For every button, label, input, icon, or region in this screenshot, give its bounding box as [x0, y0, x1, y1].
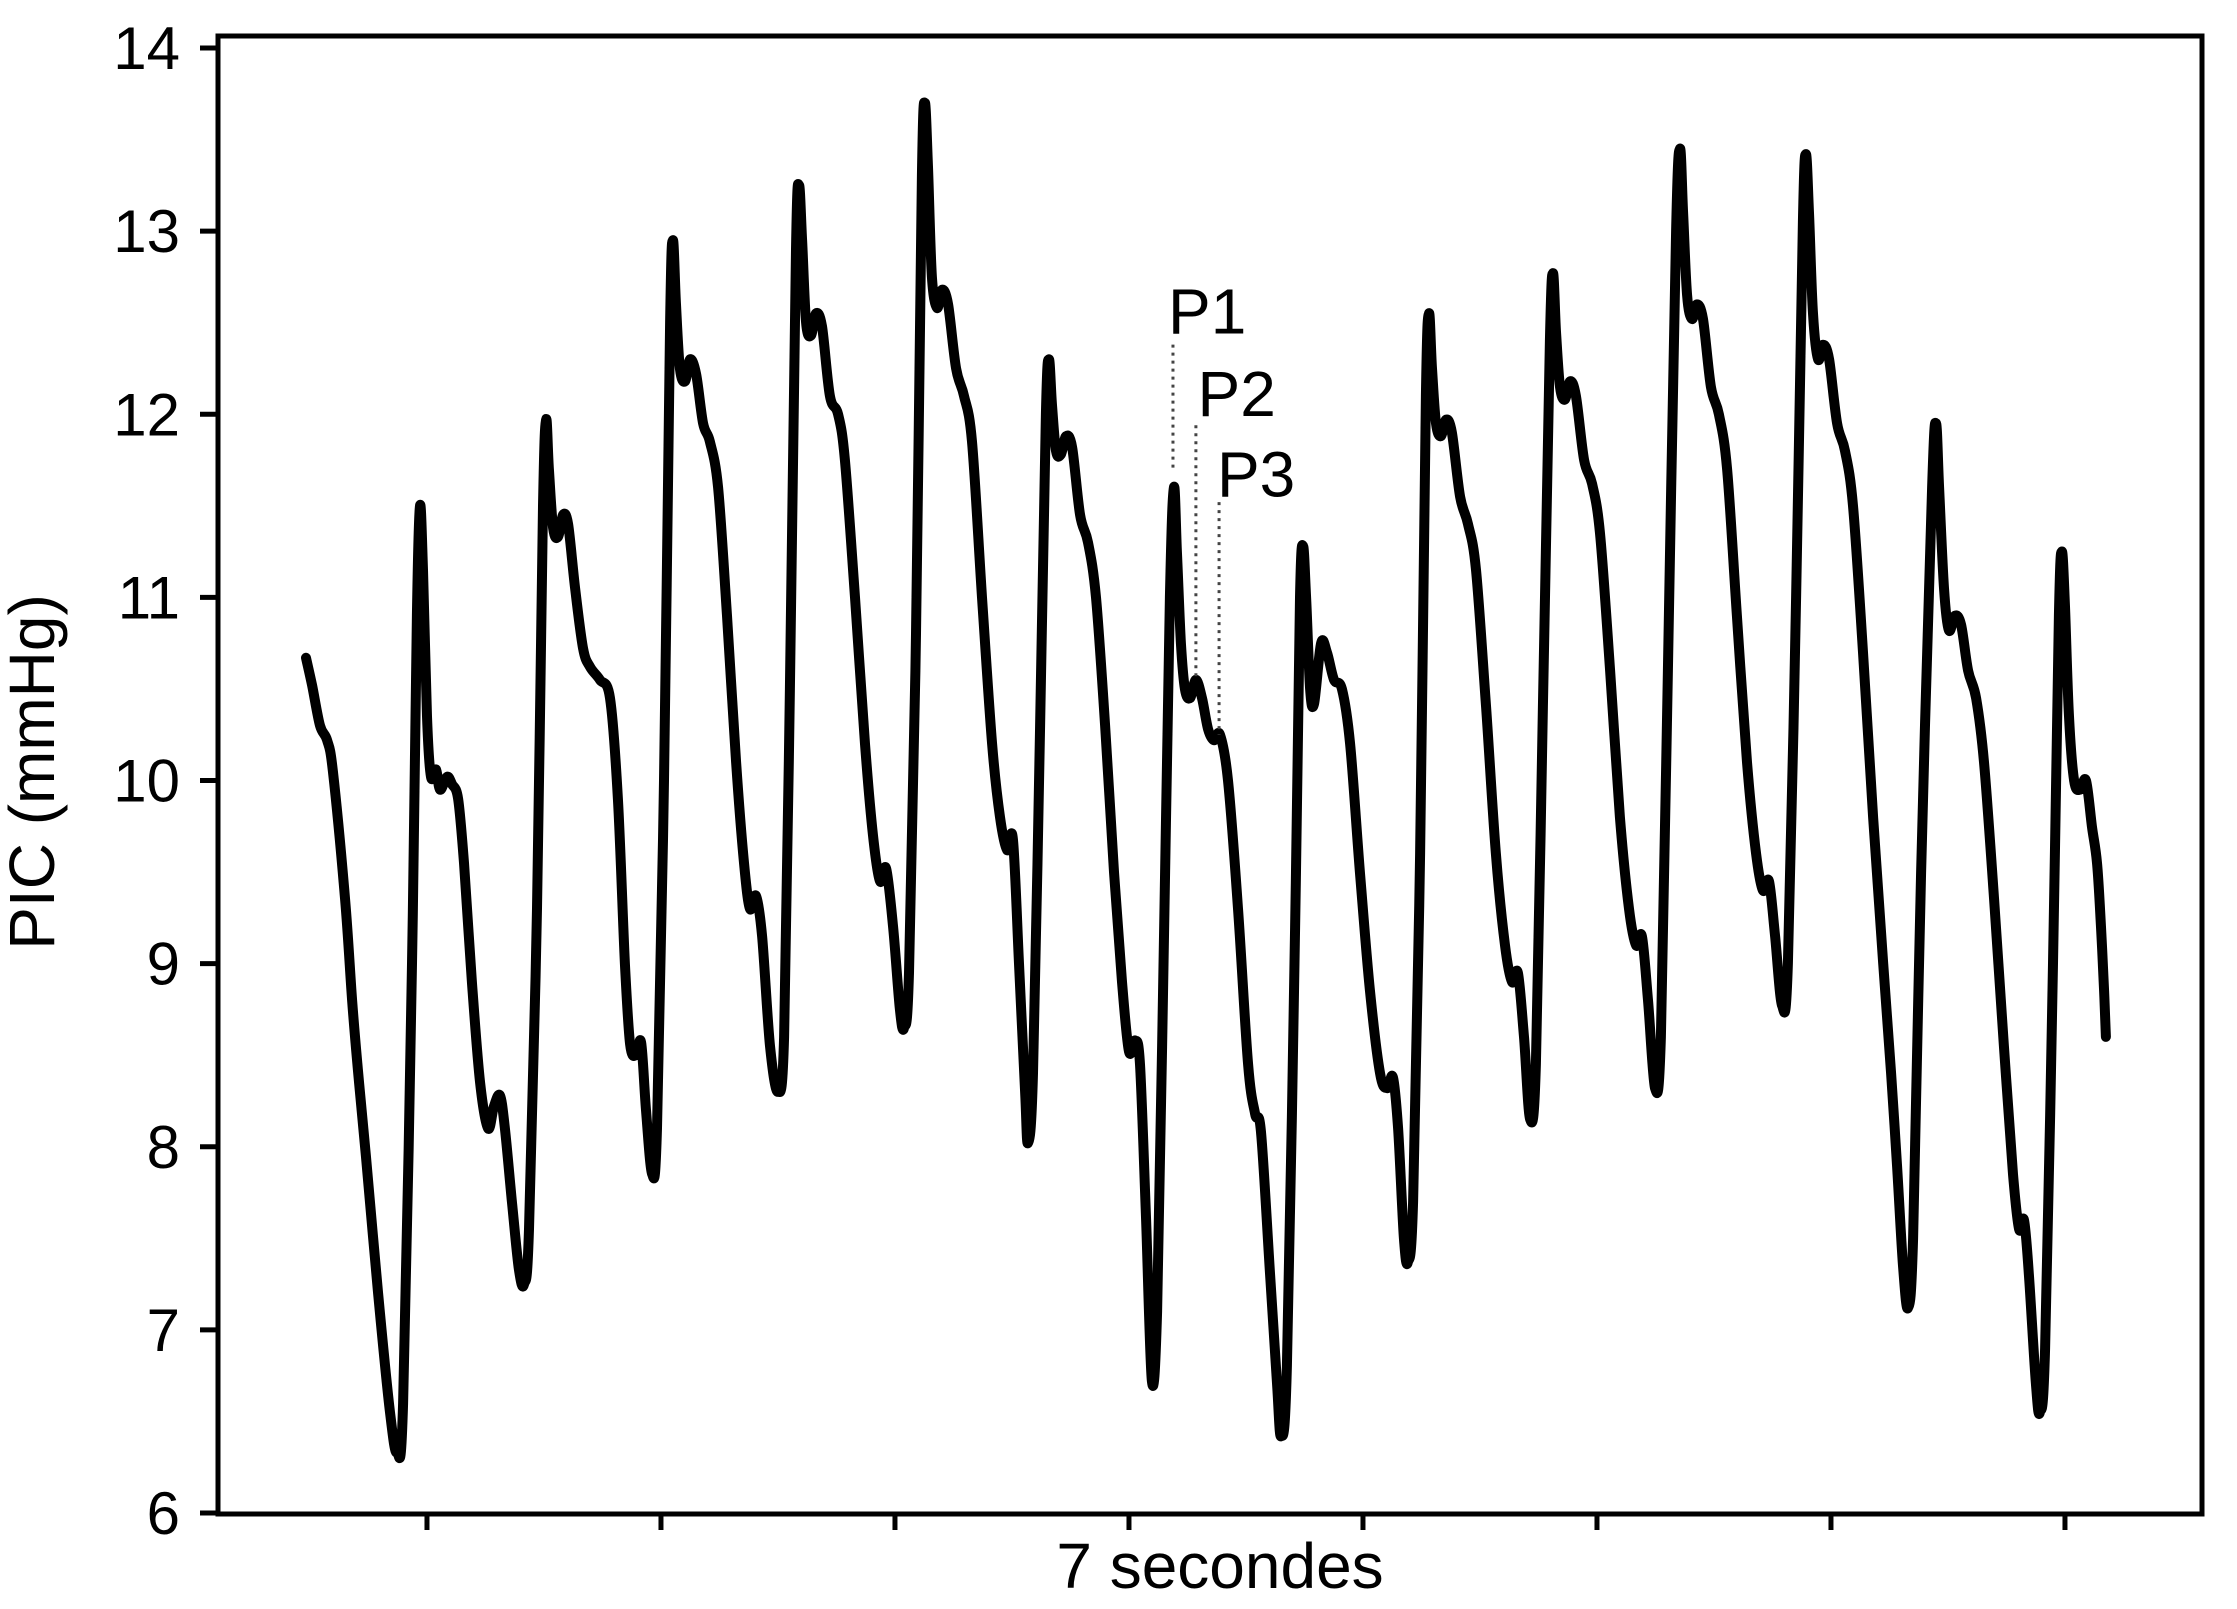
y-tick-label: 13: [113, 198, 180, 265]
annotation-label-p3: P3: [1217, 439, 1295, 511]
y-tick-label: 6: [147, 1480, 180, 1547]
waveform-annotations: P1 P2 P3: [1168, 276, 1295, 735]
y-tick-label: 14: [113, 15, 180, 82]
y-tick-label: 10: [113, 748, 180, 815]
y-tick-label: 11: [118, 564, 180, 631]
annotation-label-p1: P1: [1168, 276, 1246, 348]
y-axis-label: PIC (mmHg): [0, 594, 68, 950]
x-axis-ticks: [424, 1515, 2068, 1530]
annotation-label-p2: P2: [1198, 358, 1276, 430]
icp-waveform: [301, 97, 2111, 1464]
y-tick-label: 7: [147, 1297, 180, 1364]
y-tick-label: 9: [147, 931, 180, 998]
y-axis-ticks: 6 7 8 9 10 11 12 13 14: [113, 15, 218, 1547]
x-axis-label: 7 secondes: [1056, 1530, 1383, 1602]
plot-box: [215, 33, 2205, 1517]
y-tick-label: 12: [113, 381, 180, 448]
y-tick-label: 8: [147, 1114, 180, 1181]
